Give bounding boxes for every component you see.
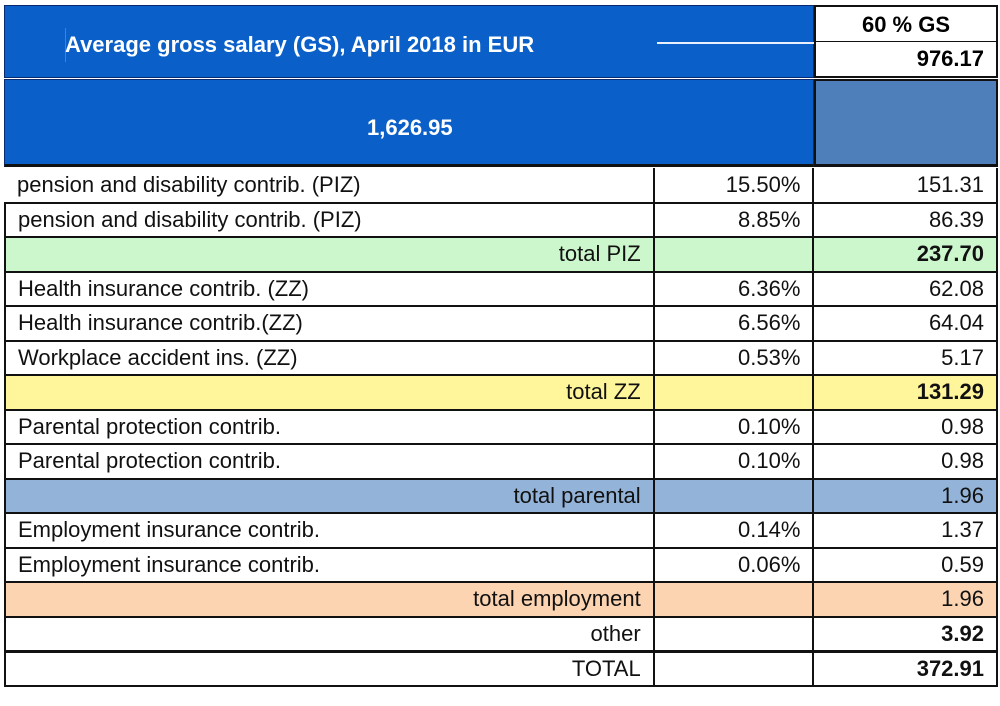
contributions-table: pension and disability contrib. (PIZ) 15… bbox=[4, 168, 998, 687]
total-parental-row: total parental 1.96 bbox=[4, 477, 998, 514]
contribution-sheet: Average gross salary (GS), April 2018 in… bbox=[4, 5, 998, 704]
row-amount[interactable]: 1.37 bbox=[812, 512, 998, 549]
total-zz-row: total ZZ 131.29 bbox=[4, 374, 998, 411]
row-rate[interactable] bbox=[652, 581, 815, 618]
row-amount[interactable]: 1.96 bbox=[812, 477, 998, 514]
row-label[interactable]: total ZZ bbox=[4, 374, 655, 411]
gs-share-value[interactable]: 976.17 bbox=[814, 42, 998, 78]
header-block: Average gross salary (GS), April 2018 in… bbox=[4, 5, 998, 167]
table-row: Employment insurance contrib. 0.06% 0.59 bbox=[4, 546, 998, 583]
row-label[interactable]: Employment insurance contrib. bbox=[4, 546, 655, 583]
row-label[interactable]: total parental bbox=[4, 477, 655, 514]
table-row: pension and disability contrib. (PIZ) 15… bbox=[5, 168, 998, 204]
table-row: Parental protection contrib. 0.10% 0.98 bbox=[4, 443, 998, 480]
title-underline bbox=[657, 42, 815, 44]
row-label[interactable]: pension and disability contrib. (PIZ) bbox=[5, 168, 655, 204]
row-amount[interactable]: 5.17 bbox=[812, 339, 998, 376]
row-amount[interactable]: 0.59 bbox=[812, 546, 998, 583]
gross-salary-side-cell[interactable] bbox=[814, 79, 998, 167]
row-amount[interactable]: 372.91 bbox=[812, 649, 998, 687]
row-rate[interactable]: 0.10% bbox=[652, 443, 815, 480]
row-amount[interactable]: 86.39 bbox=[812, 201, 998, 238]
text-cursor bbox=[65, 28, 66, 62]
table-row: Employment insurance contrib. 0.14% 1.37 bbox=[4, 512, 998, 549]
other-row: other 3.92 bbox=[4, 615, 998, 652]
row-label[interactable]: Employment insurance contrib. bbox=[4, 512, 655, 549]
gross-salary-value: 1,626.95 bbox=[367, 115, 453, 140]
row-rate[interactable]: 8.85% bbox=[652, 201, 815, 238]
row-rate[interactable]: 6.36% bbox=[652, 270, 815, 307]
row-label[interactable]: other bbox=[4, 615, 655, 652]
row-label[interactable]: Health insurance contrib. (ZZ) bbox=[4, 270, 655, 307]
grand-total-row: TOTAL 372.91 bbox=[4, 649, 998, 687]
row-amount[interactable]: 64.04 bbox=[812, 305, 998, 342]
row-amount[interactable]: 3.92 bbox=[812, 615, 998, 652]
table-row: pension and disability contrib. (PIZ) 8.… bbox=[4, 201, 998, 238]
row-amount[interactable]: 1.96 bbox=[812, 581, 998, 618]
row-rate[interactable]: 15.50% bbox=[652, 168, 815, 204]
row-label[interactable]: TOTAL bbox=[4, 649, 655, 687]
row-label[interactable]: pension and disability contrib. (PIZ) bbox=[4, 201, 655, 238]
row-label[interactable]: Parental protection contrib. bbox=[4, 408, 655, 445]
row-amount[interactable]: 0.98 bbox=[812, 408, 998, 445]
row-amount[interactable]: 151.31 bbox=[812, 168, 998, 204]
total-piz-row: total PIZ 237.70 bbox=[4, 236, 998, 273]
row-amount[interactable]: 62.08 bbox=[812, 270, 998, 307]
table-row: Health insurance contrib. (ZZ) 6.36% 62.… bbox=[4, 270, 998, 307]
row-amount[interactable]: 0.98 bbox=[812, 443, 998, 480]
title-cell[interactable]: Average gross salary (GS), April 2018 in… bbox=[4, 5, 815, 78]
row-amount[interactable]: 131.29 bbox=[812, 374, 998, 411]
total-employment-row: total employment 1.96 bbox=[4, 581, 998, 618]
row-rate[interactable]: 0.06% bbox=[652, 546, 815, 583]
row-rate[interactable] bbox=[652, 477, 815, 514]
row-rate[interactable]: 6.56% bbox=[652, 305, 815, 342]
row-label[interactable]: total PIZ bbox=[4, 236, 655, 273]
row-rate[interactable]: 0.10% bbox=[652, 408, 815, 445]
gross-salary-cell[interactable]: 1,626.95 bbox=[4, 79, 814, 167]
row-label[interactable]: total employment bbox=[4, 581, 655, 618]
row-rate[interactable] bbox=[652, 374, 815, 411]
row-rate[interactable] bbox=[652, 615, 815, 652]
gs-share-label[interactable]: 60 % GS bbox=[814, 5, 998, 42]
table-row: Workplace accident ins. (ZZ) 0.53% 5.17 bbox=[4, 339, 998, 376]
row-label[interactable]: Health insurance contrib.(ZZ) bbox=[4, 305, 655, 342]
sheet-title: Average gross salary (GS), April 2018 in… bbox=[65, 32, 535, 57]
row-label[interactable]: Parental protection contrib. bbox=[4, 443, 655, 480]
row-rate[interactable]: 0.14% bbox=[652, 512, 815, 549]
table-row: Parental protection contrib. 0.10% 0.98 bbox=[4, 408, 998, 445]
row-rate[interactable] bbox=[652, 236, 815, 273]
row-rate[interactable]: 0.53% bbox=[652, 339, 815, 376]
table-row: Health insurance contrib.(ZZ) 6.56% 64.0… bbox=[4, 305, 998, 342]
row-amount[interactable]: 237.70 bbox=[812, 236, 998, 273]
row-rate[interactable] bbox=[652, 649, 815, 687]
row-label[interactable]: Workplace accident ins. (ZZ) bbox=[4, 339, 655, 376]
